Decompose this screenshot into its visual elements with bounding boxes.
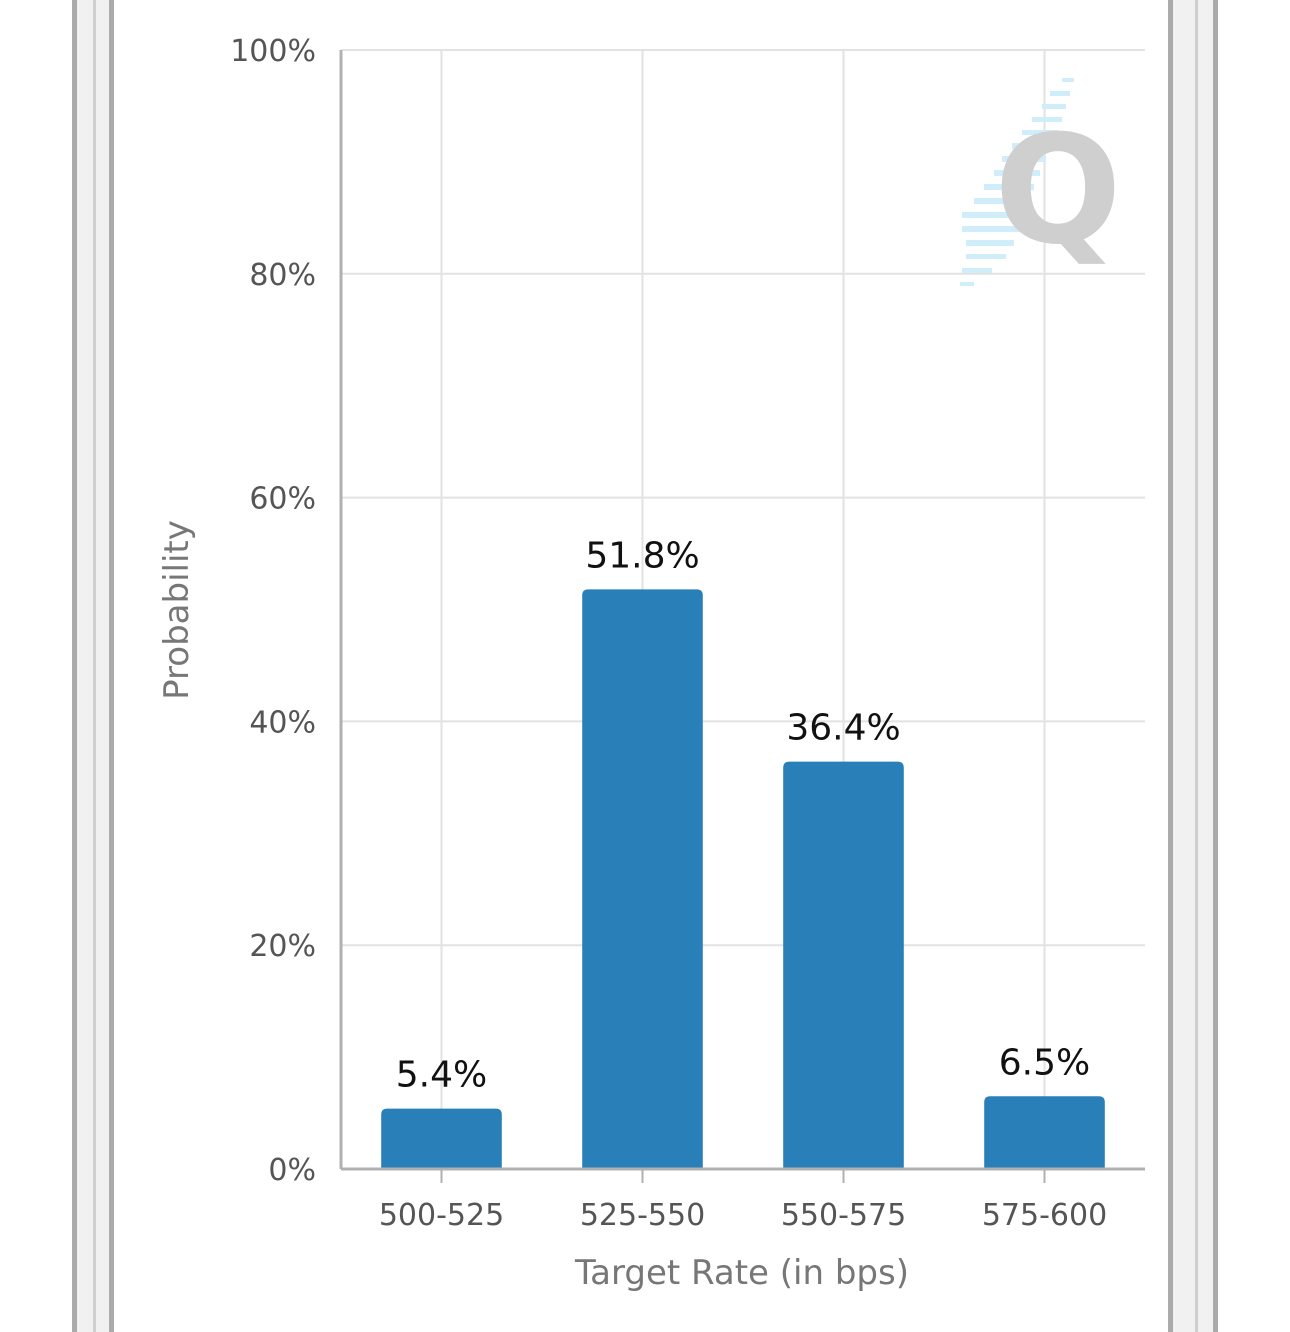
frame-band-left — [77, 0, 93, 1332]
bar-500-525[interactable] — [381, 1108, 502, 1169]
x-tick-label: 525-550 — [580, 1198, 705, 1233]
y-tick-label: 20% — [249, 929, 316, 964]
x-tick-labels: 500-525 525-550 550-575 575-600 — [379, 1198, 1107, 1233]
bar-value-label: 6.5% — [999, 1042, 1090, 1083]
y-axis-title: Probability — [157, 520, 197, 700]
y-tick-label: 40% — [249, 705, 316, 740]
y-tick-label: 60% — [249, 482, 316, 517]
watermark-logo: Q — [960, 78, 1122, 286]
data-labels: 5.4% 51.8% 36.4% 6.5% — [396, 535, 1090, 1095]
bar-value-label: 5.4% — [396, 1055, 487, 1096]
frame-border-right-outer — [1213, 0, 1218, 1332]
y-tick-labels: 0% 20% 40% 60% 80% 100% — [230, 34, 316, 1188]
y-tick-label: 80% — [249, 258, 316, 293]
chart-axes — [339, 50, 1145, 1183]
watermark-stripes — [960, 78, 1074, 286]
y-tick-label: 100% — [230, 34, 316, 69]
x-tick-label: 575-600 — [982, 1198, 1107, 1233]
bar-series — [381, 589, 1105, 1169]
frame-band-right — [1173, 0, 1195, 1332]
frame-line-left — [93, 0, 96, 1332]
bar-575-600[interactable] — [984, 1096, 1105, 1169]
bar-550-575[interactable] — [783, 761, 904, 1169]
frame-band-left-inner — [96, 0, 109, 1332]
frame-border-left-outer — [72, 0, 77, 1332]
watermark-letter: Q — [994, 104, 1122, 278]
frame-border-right-inner — [1168, 0, 1173, 1332]
x-tick-label: 550-575 — [781, 1198, 906, 1233]
x-tick-label: 500-525 — [379, 1198, 504, 1233]
frame-band-right-inner — [1198, 0, 1213, 1332]
bar-value-label: 51.8% — [585, 535, 699, 576]
frame-line-right — [1195, 0, 1198, 1332]
y-tick-label: 0% — [268, 1153, 316, 1188]
x-axis-title: Target Rate (in bps) — [574, 1253, 909, 1293]
frame-border-left-inner — [109, 0, 114, 1332]
bar-value-label: 36.4% — [786, 708, 900, 749]
bar-525-550[interactable] — [582, 589, 703, 1169]
